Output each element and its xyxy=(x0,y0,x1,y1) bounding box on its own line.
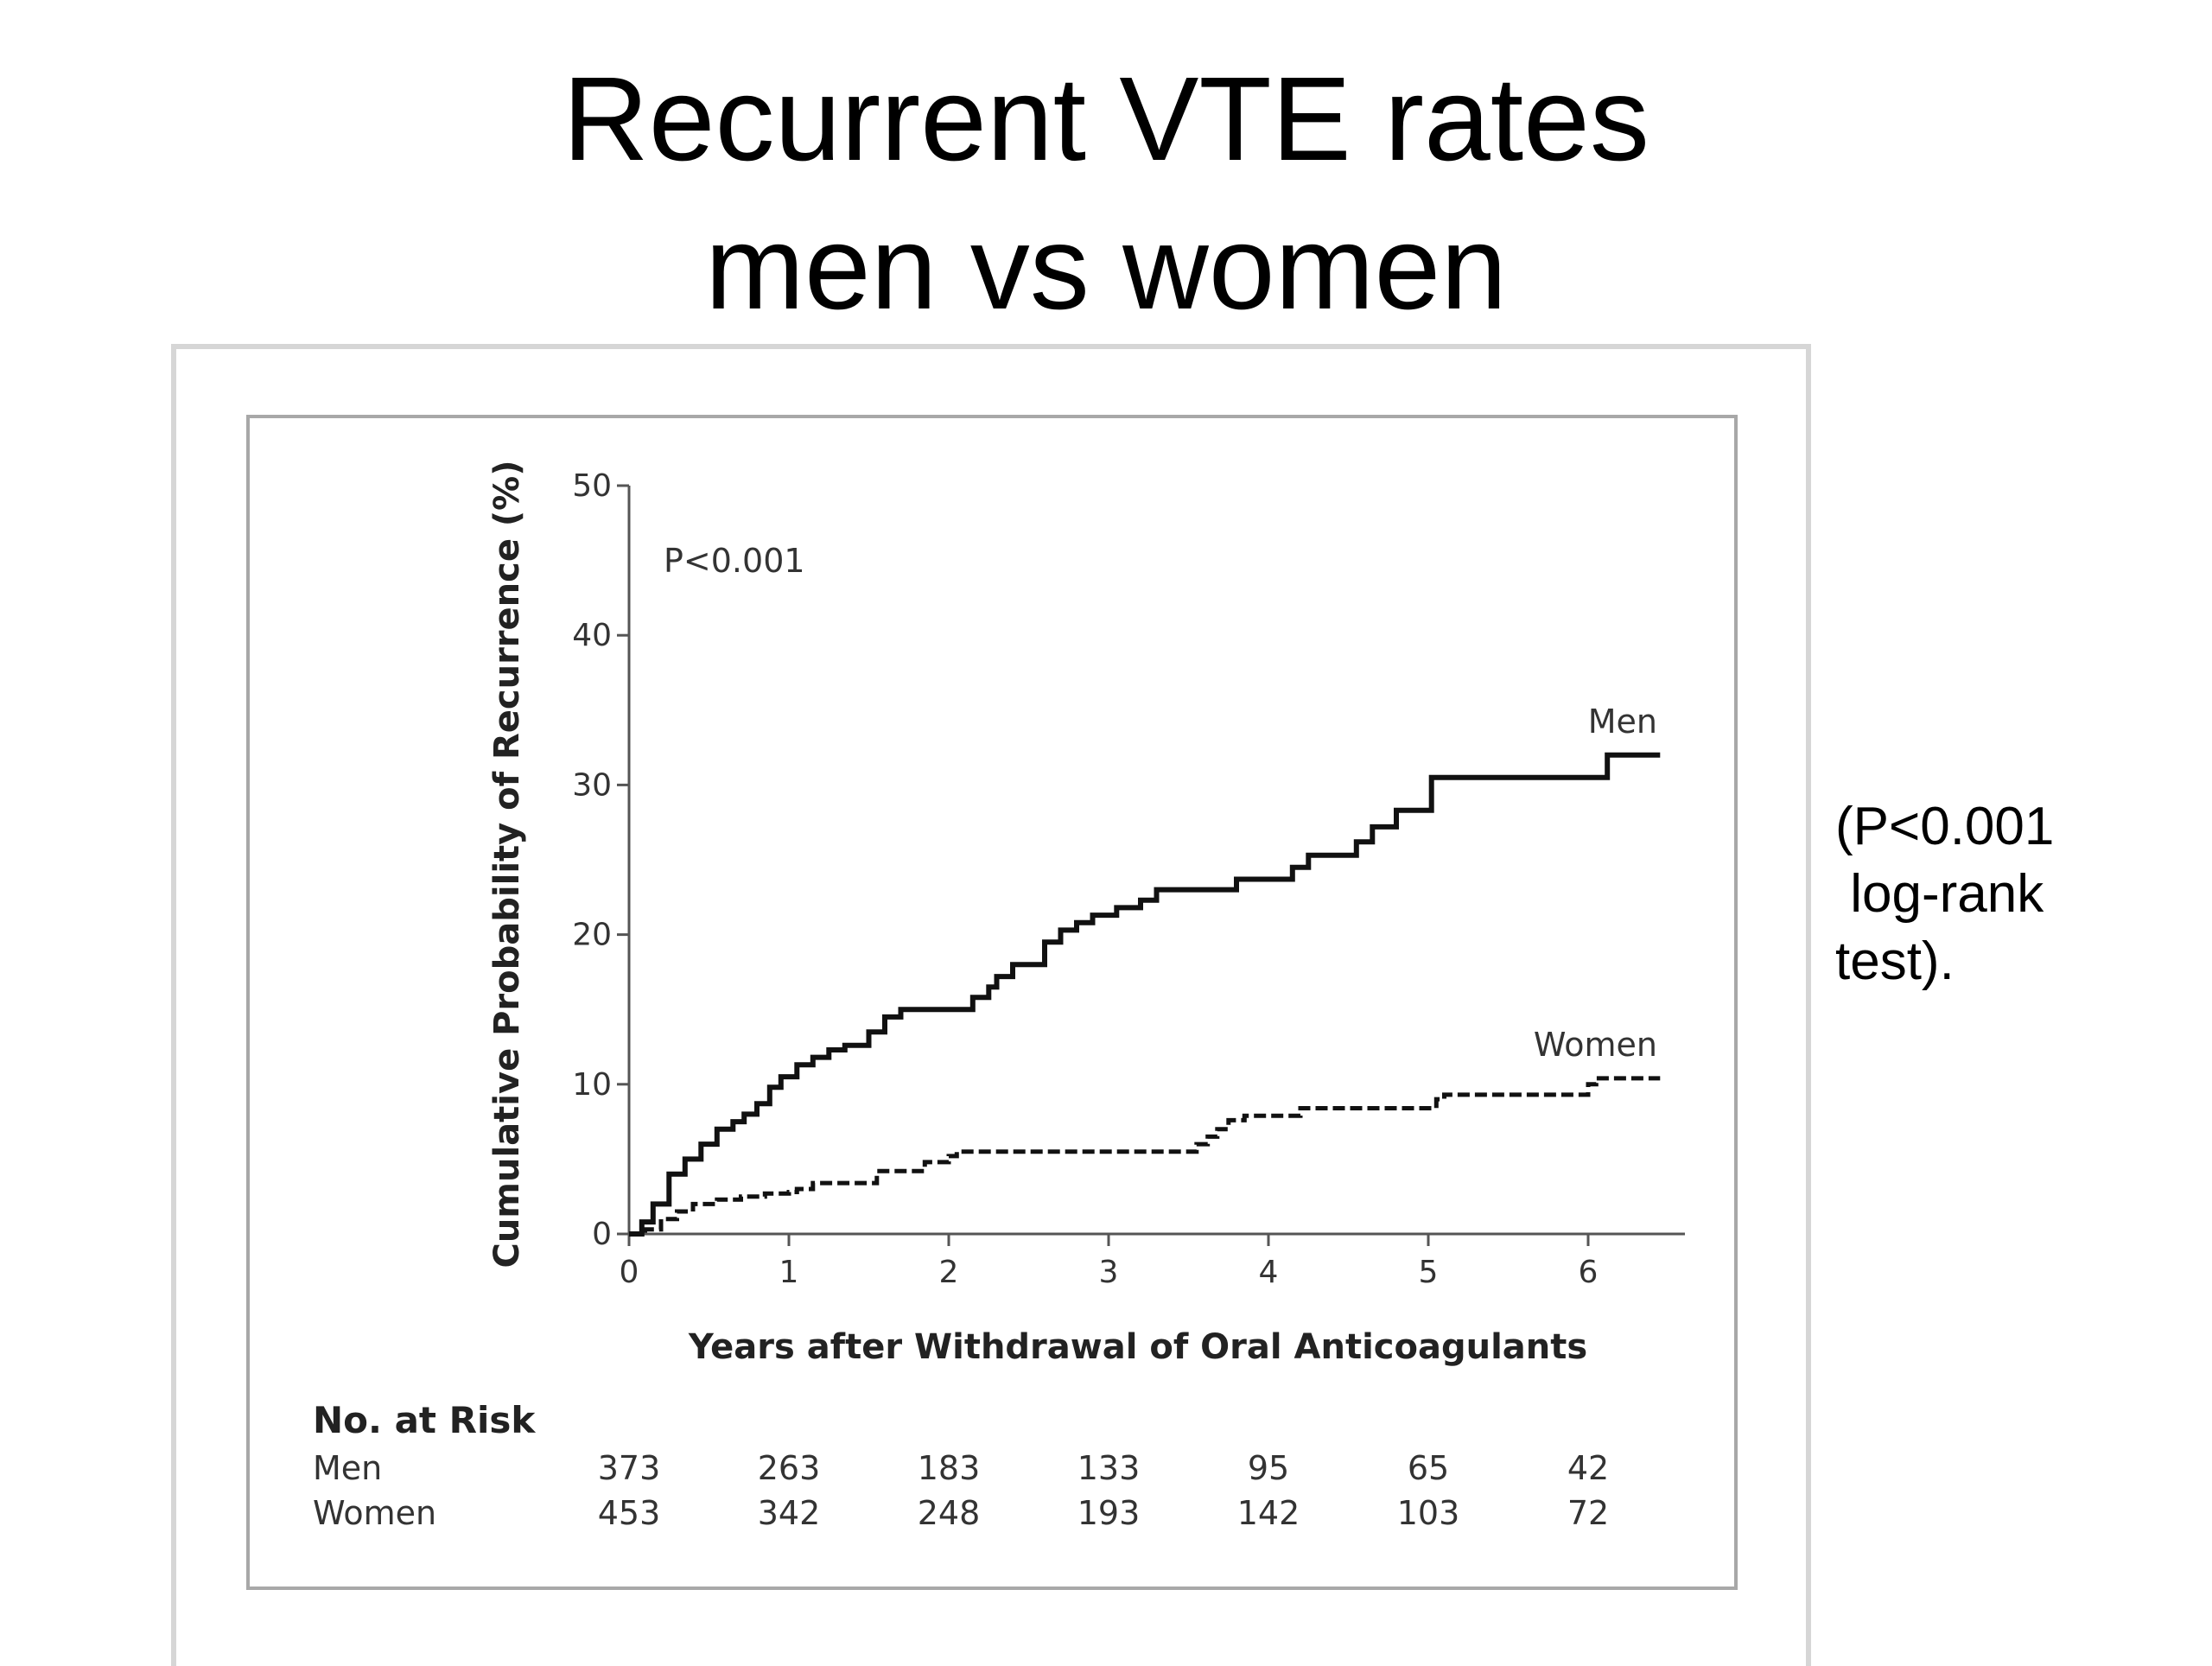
risk-value-women: 72 xyxy=(1567,1494,1609,1532)
risk-value-men: 133 xyxy=(1077,1449,1141,1487)
y-tick-label: 40 xyxy=(572,618,612,653)
slide-title-line-1: Recurrent VTE rates xyxy=(563,53,1649,186)
risk-value-men: 373 xyxy=(598,1449,661,1487)
log-rank-note-line-1: (P<0.001 xyxy=(1835,797,2055,856)
log-rank-note-line-2: log-rank xyxy=(1835,864,2044,924)
risk-table-header: No. at Risk xyxy=(313,1399,536,1441)
risk-row-label-women: Women xyxy=(313,1494,436,1532)
risk-value-men: 263 xyxy=(758,1449,821,1487)
risk-value-women: 142 xyxy=(1237,1494,1300,1532)
p-value-annotation: P<0.001 xyxy=(664,542,805,580)
y-tick-label: 50 xyxy=(572,468,612,504)
risk-row-label-men: Men xyxy=(313,1449,382,1487)
series-label-men: Men xyxy=(1588,703,1657,741)
slide-title-line-2: men vs women xyxy=(705,201,1507,334)
figure-frame xyxy=(171,344,1811,1666)
x-tick-label: 4 xyxy=(1259,1255,1279,1290)
x-axis-title: Years after Withdrawal of Oral Anticoagu… xyxy=(688,1327,1587,1367)
series-line-men xyxy=(629,752,1661,1237)
risk-value-women: 248 xyxy=(918,1494,981,1532)
chart-text: 0 10 20 30 40 50 0 1 2 3 4 5 6 373 263 183 133 95 65 42 453 3… xyxy=(572,468,1609,1532)
x-tick-label: 3 xyxy=(1099,1255,1119,1290)
log-rank-note-line-3: test). xyxy=(1835,932,1955,991)
series-label-women: Women xyxy=(1534,1026,1657,1064)
slide-title: Recurrent VTE rates men vs women xyxy=(0,45,2212,342)
risk-value-men: 42 xyxy=(1567,1449,1609,1487)
risk-value-women: 103 xyxy=(1397,1494,1460,1532)
series-line-women xyxy=(629,1076,1661,1237)
x-tick-label: 5 xyxy=(1419,1255,1439,1290)
x-tick-label: 2 xyxy=(939,1255,959,1290)
series-lines xyxy=(629,752,1661,1237)
risk-value-men: 95 xyxy=(1248,1449,1289,1487)
y-tick-label: 30 xyxy=(572,767,612,803)
risk-value-women: 193 xyxy=(1077,1494,1141,1532)
log-rank-note: (P<0.001 log-rank test). xyxy=(1835,793,2077,995)
plot-panel xyxy=(246,415,1738,1590)
y-tick-label: 0 xyxy=(592,1217,612,1252)
axes xyxy=(617,484,1685,1246)
y-axis-title: Cumulative Probability of Recurrence (%) xyxy=(487,460,527,1268)
risk-value-men: 183 xyxy=(918,1449,981,1487)
x-tick-label: 0 xyxy=(620,1255,639,1290)
x-tick-label: 1 xyxy=(779,1255,799,1290)
x-tick-label: 6 xyxy=(1579,1255,1599,1290)
risk-value-women: 342 xyxy=(758,1494,821,1532)
y-tick-label: 20 xyxy=(572,918,612,953)
y-tick-label: 10 xyxy=(572,1067,612,1103)
risk-value-women: 453 xyxy=(598,1494,661,1532)
risk-value-men: 65 xyxy=(1408,1449,1449,1487)
